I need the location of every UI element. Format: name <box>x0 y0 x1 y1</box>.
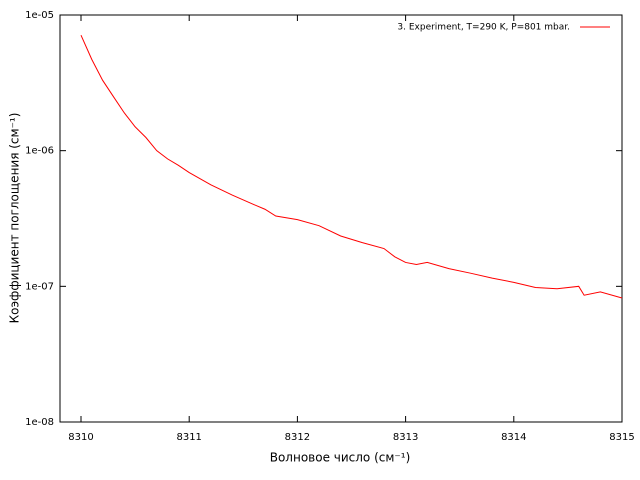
x-tick-label: 8313 <box>393 432 418 443</box>
x-tick-label: 8315 <box>609 432 634 443</box>
plot-frame <box>59 14 623 423</box>
x-tick-label: 8310 <box>68 432 93 443</box>
y-tick-label: 1e-07 <box>25 281 54 292</box>
x-tick-label: 8311 <box>176 432 201 443</box>
x-axis-title: Волновое число (см⁻¹) <box>270 451 411 465</box>
y-tick-label: 1e-06 <box>25 146 54 157</box>
y-tick-label: 1e-08 <box>25 417 54 428</box>
x-tick-label: 8314 <box>501 432 526 443</box>
y-tick-label: 1e-05 <box>25 10 54 21</box>
y-axis-title: Коэффициент поглощения (см⁻¹) <box>8 113 22 324</box>
data-line <box>80 34 623 299</box>
legend-label: 3. Experiment, T=290 K, P=801 mbar. <box>397 23 570 33</box>
x-tick-label: 8312 <box>285 432 310 443</box>
